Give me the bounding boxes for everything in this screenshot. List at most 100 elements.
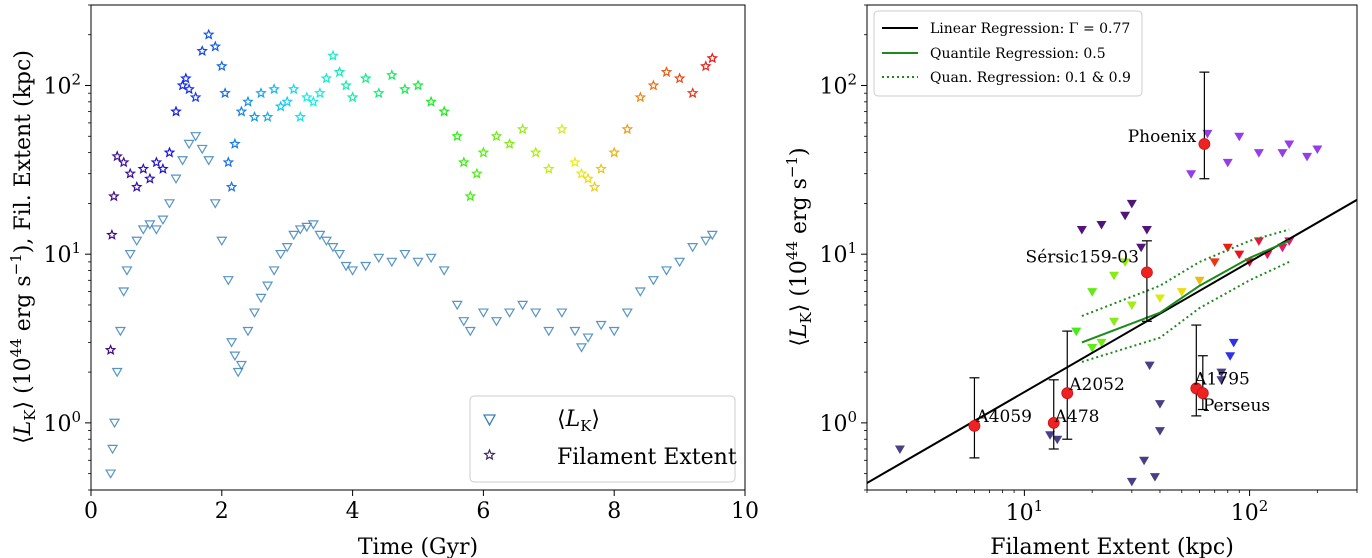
lk-point [163, 199, 176, 209]
simulation-point [1149, 473, 1160, 482]
filament-point [150, 156, 163, 168]
left-legend-box [469, 395, 736, 483]
lk-point [229, 351, 241, 361]
filament-point [471, 167, 483, 179]
lk-point [706, 230, 718, 241]
lk-point [107, 444, 119, 455]
filament-point [608, 146, 621, 158]
lk-point [458, 317, 470, 327]
lk-point [320, 236, 332, 247]
right-legend-label-quantile-band: Quan. Regression: 0.1 & 0.9 [930, 70, 1131, 86]
lk-point [399, 249, 411, 260]
filament-point [157, 162, 169, 174]
observation-point [1141, 266, 1153, 279]
observation-label: A478 [1054, 407, 1100, 427]
filament-point [225, 180, 238, 193]
filament-point [216, 60, 228, 72]
right-y-tick-label: 101 [819, 239, 857, 268]
filament-point [457, 156, 470, 168]
quantile-band-line [1081, 260, 1290, 363]
simulation-point [1141, 226, 1152, 235]
filament-point [242, 95, 254, 107]
left-y-tick-label: 100 [43, 408, 81, 437]
filament-point [386, 69, 398, 81]
lk-point [183, 139, 195, 150]
simulation-point [1312, 145, 1323, 155]
simulation-point [1136, 243, 1147, 253]
filament-point [346, 91, 359, 103]
simulation-point [1216, 376, 1227, 385]
observation-label: A1795 [1193, 369, 1250, 389]
right-legend-label-quantile: Quantile Regression: 0.5 [930, 46, 1106, 62]
lk-point [687, 242, 699, 253]
filament-point [294, 110, 307, 123]
simulation-point [1176, 288, 1187, 297]
quantile-band-line [1081, 228, 1290, 317]
simulation-point [894, 445, 905, 455]
right-chart: 101 102 100 101 102 Filament Extent (kpc) ⟨L… [783, 4, 1358, 558]
observation-label: A2052 [1068, 375, 1125, 395]
filament-point [340, 79, 352, 91]
simulation-point [1154, 427, 1165, 436]
lk-point [209, 199, 221, 209]
simulation-point [1076, 226, 1087, 235]
observation-label: Perseus [1203, 396, 1270, 416]
filament-point [307, 95, 320, 107]
lk-point [373, 253, 385, 264]
right-x-tick-label: 102 [1231, 497, 1269, 526]
lk-point [569, 326, 581, 337]
simulation-point [1154, 294, 1165, 303]
lk-point [700, 236, 712, 247]
lk-point [242, 326, 254, 337]
left-x-tick-label: 6 [476, 499, 490, 524]
filament-point [106, 228, 118, 240]
filament-point [706, 52, 719, 64]
lk-point [608, 326, 620, 337]
lk-point [425, 253, 437, 264]
simulation-point [1108, 317, 1119, 327]
simulation-point [1139, 456, 1150, 466]
lk-point [386, 257, 398, 268]
simulation-point [1225, 352, 1236, 361]
filament-point [320, 72, 333, 84]
right-xlabel: Filament Extent (kpc) [990, 535, 1234, 558]
simulation-point [1052, 435, 1063, 445]
filament-point [196, 45, 208, 56]
observation-point [968, 419, 981, 432]
filament-point [425, 95, 437, 107]
filament-point [183, 83, 195, 95]
lk-point [647, 276, 659, 286]
lk-point [438, 266, 450, 276]
lk-point [556, 308, 568, 318]
filament-point [556, 123, 568, 135]
lk-point [634, 287, 646, 297]
right-axes-frame [866, 4, 1358, 491]
filament-point [673, 72, 686, 84]
lk-point [674, 257, 686, 268]
filament-point [647, 79, 660, 91]
simulation-point [1126, 477, 1137, 487]
observation-point [1198, 138, 1211, 150]
filament-point [490, 130, 503, 142]
lk-point [451, 300, 463, 311]
left-legend: ⟨LK⟩ Filament Extent [469, 395, 737, 483]
left-plot-area [104, 28, 719, 479]
lk-point [660, 266, 673, 276]
lk-point [294, 225, 306, 235]
filament-point [529, 146, 542, 158]
simulation-point [1087, 343, 1098, 353]
lk-point [262, 281, 274, 291]
filament-point [117, 156, 130, 168]
lk-point [288, 230, 300, 241]
lk-point [517, 300, 529, 311]
left-ylabel: ⟨LK⟩ (1044 erg s−1), Fil. Extent (kpc) [7, 50, 39, 444]
lk-point [118, 287, 130, 297]
lk-point [504, 308, 516, 318]
lk-point [131, 236, 143, 247]
filament-point [268, 83, 280, 95]
lk-point [108, 418, 121, 429]
lk-point [114, 326, 126, 337]
filament-point [255, 87, 267, 99]
